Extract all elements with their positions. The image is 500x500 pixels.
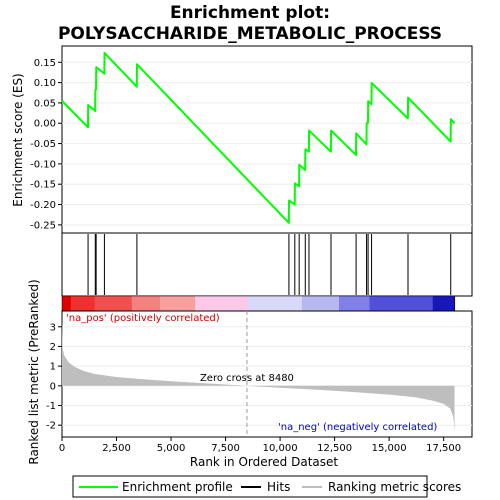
hits-panel	[61, 232, 473, 297]
es-y-tick-label: -0.10	[30, 159, 56, 170]
enrichment-profile-line	[61, 51, 456, 224]
positive-correlation-label: 'na_pos' (positively correlated)	[66, 313, 220, 324]
metric-y-tick-label: 1	[50, 362, 56, 373]
metric-panel: 3 2 1 0 -1 -2 Zero cross at 8480 'na_pos' (po…	[27, 279, 473, 465]
chart-title-line1: Enrichment plot:	[170, 3, 330, 23]
zero-cross-label: Zero cross at 8480	[200, 373, 294, 384]
legend-profile-label: Enrichment profile	[122, 480, 233, 494]
legend-hits-label: Hits	[267, 480, 290, 494]
heat-bar-segment	[62, 296, 72, 311]
x-tick-label: 17,500	[426, 443, 461, 454]
heat-bar-segment	[338, 296, 370, 311]
metric-y-tick-label: -1	[46, 401, 56, 412]
es-y-tick-label: -0.25	[30, 220, 56, 231]
x-tick-label: 10,000	[263, 443, 298, 454]
x-axis: 0 2,500 5,000 7,500 10,000 12,500 15,000 17,500	[59, 437, 461, 454]
chart-title-line2: POLYSACCHARIDE_METABOLIC_PROCESS	[58, 24, 442, 44]
es-y-tick-label: 0.10	[34, 78, 56, 89]
metric-y-tick-label: 0	[50, 381, 56, 392]
heat-bar-segment	[131, 296, 161, 311]
x-tick-label: 0	[59, 443, 65, 454]
x-tick-label: 7,500	[211, 443, 240, 454]
heat-bar-segment	[432, 296, 456, 311]
es-y-tick-label: 0.05	[34, 98, 56, 109]
es-y-tick-label: -0.05	[30, 139, 56, 150]
es-y-tick-label: -0.20	[30, 200, 56, 211]
ranking-heat-bar	[61, 295, 456, 312]
metric-y-tick-label: 3	[50, 322, 56, 333]
x-tick-label: 2,500	[102, 443, 131, 454]
negative-correlation-label: 'na_neg' (negatively correlated)	[278, 422, 437, 433]
heat-bar-segment	[94, 296, 133, 311]
es-y-axis-label: Enrichment score (ES)	[11, 73, 25, 206]
heat-bar-segment	[247, 296, 303, 311]
es-panel-frame	[61, 45, 473, 234]
metric-y-axis-label: Ranked list metric (PreRanked)	[27, 279, 41, 464]
es-y-tick-label: 0.15	[34, 58, 56, 69]
heat-bar-segment	[195, 296, 248, 311]
legend: Enrichment profile Hits Ranking metric s…	[72, 475, 461, 498]
heat-bar-segment	[160, 296, 196, 311]
x-tick-label: 15,000	[372, 443, 407, 454]
hits-panel-frame	[61, 232, 473, 297]
metric-y-tick-label: 2	[50, 342, 56, 353]
legend-metric-label: Ranking metric scores	[328, 480, 461, 494]
x-tick-label: 12,500	[317, 443, 352, 454]
heat-bar-segment	[70, 296, 96, 311]
heat-bar-segment	[301, 296, 340, 311]
heat-bar-segment	[369, 296, 434, 311]
es-y-tick-label: 0.00	[34, 119, 56, 130]
x-axis-label: Rank in Ordered Dataset	[190, 455, 338, 469]
x-tick-label: 5,000	[157, 443, 186, 454]
metric-y-tick-label: -2	[46, 421, 56, 432]
es-panel: 0.15 0.10 0.05 0.00 -0.05 -0.10 -0.15 -0.20 -0.2…	[11, 45, 473, 234]
es-y-tick-label: -0.15	[30, 180, 56, 191]
